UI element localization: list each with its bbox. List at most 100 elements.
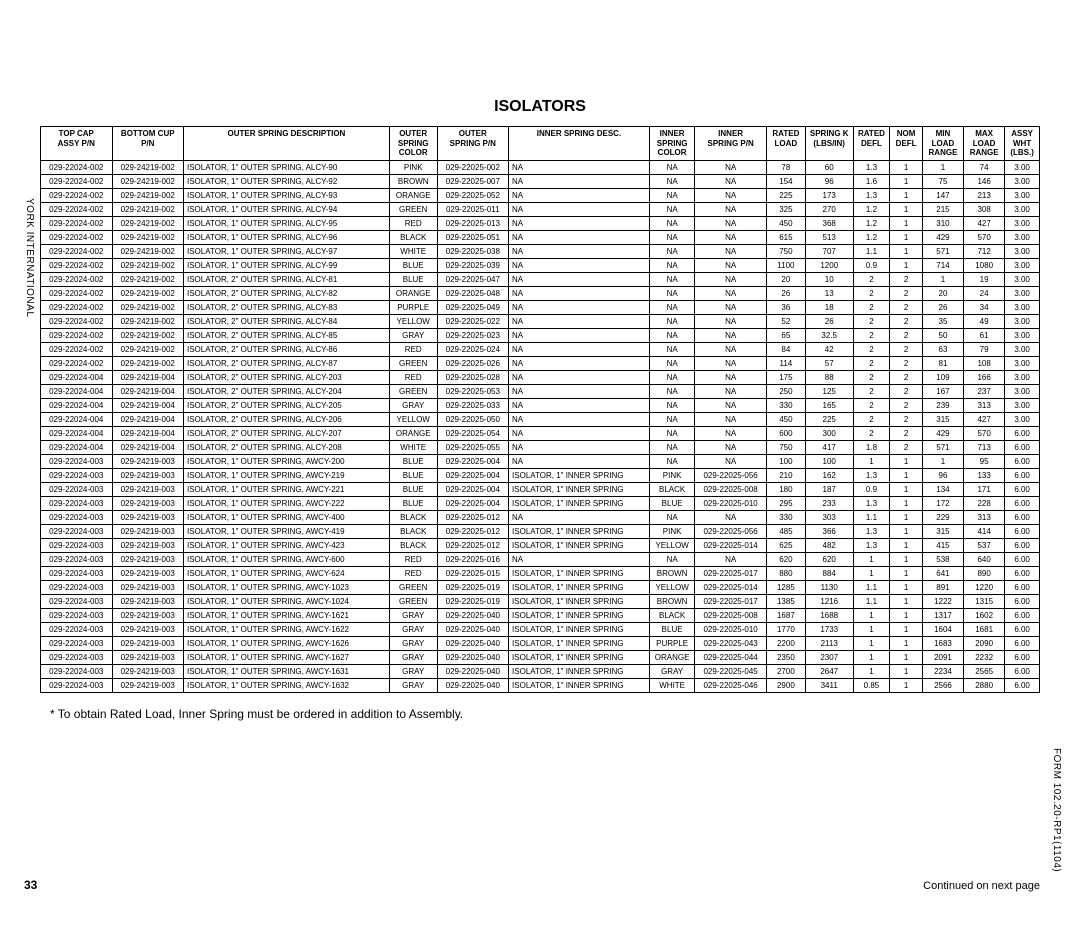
table-row: 029-22024-002029-24219-002ISOLATOR, 1" O… [41,230,1040,244]
table-cell: 029-22024-002 [41,202,113,216]
table-cell: 029-24219-002 [112,216,184,230]
table-cell: 1 [853,664,890,678]
table-cell: 415 [922,538,963,552]
table-cell: 75 [922,174,963,188]
table-cell: NA [649,272,695,286]
table-cell: 2566 [922,678,963,692]
table-cell: 228 [964,496,1005,510]
table-cell: 2 [890,356,923,370]
table-cell: 300 [805,426,853,440]
table-cell: ORANGE [649,650,695,664]
table-cell: BLUE [389,482,437,496]
table-cell: 3.00 [1005,384,1040,398]
table-cell: 1.3 [853,188,890,202]
table-cell: 6.00 [1005,678,1040,692]
table-cell: 310 [922,216,963,230]
table-cell: 1 [853,566,890,580]
table-row: 029-22024-004029-24219-004ISOLATOR, 2" O… [41,370,1040,384]
table-cell: 1 [890,188,923,202]
table-cell: 029-22025-046 [695,678,767,692]
table-row: 029-22024-004029-24219-004ISOLATOR, 2" O… [41,440,1040,454]
table-cell: 6.00 [1005,510,1040,524]
table-cell: 162 [805,468,853,482]
table-cell: 2 [890,384,923,398]
table-cell: 029-22025-048 [437,286,509,300]
table-cell: 108 [964,356,1005,370]
table-cell: NA [695,188,767,202]
table-cell: 6.00 [1005,454,1040,468]
table-cell: RED [389,552,437,566]
table-cell: 029-24219-002 [112,202,184,216]
table-cell: 1 [890,594,923,608]
table-cell: BLUE [389,454,437,468]
table-cell: 029-24219-002 [112,244,184,258]
table-cell: ISOLATOR, 1" OUTER SPRING, ALCY-93 [184,188,390,202]
table-cell: NA [509,230,650,244]
table-cell: 1.1 [853,510,890,524]
table-cell: BLUE [389,258,437,272]
table-cell: 1602 [964,608,1005,622]
table-cell: 029-22025-053 [437,384,509,398]
table-cell: 330 [766,510,805,524]
table-cell: 029-22024-003 [41,496,113,510]
table-cell: 3.00 [1005,286,1040,300]
table-cell: YELLOW [389,412,437,426]
table-cell: 96 [805,174,853,188]
table-cell: ISOLATOR, 1" INNER SPRING [509,580,650,594]
table-cell: NA [649,426,695,440]
table-cell: 325 [766,202,805,216]
table-row: 029-22024-003029-24219-003ISOLATOR, 1" O… [41,650,1040,664]
table-cell: 427 [964,216,1005,230]
table-cell: 029-22024-002 [41,188,113,202]
table-cell: ISOLATOR, 1" INNER SPRING [509,636,650,650]
table-cell: 029-22024-004 [41,370,113,384]
table-cell: 029-22024-002 [41,328,113,342]
table-cell: 2 [853,300,890,314]
table-cell: ISOLATOR, 2" OUTER SPRING, ALCY-204 [184,384,390,398]
table-cell: 1 [890,160,923,174]
table-cell: 641 [922,566,963,580]
table-cell: 233 [805,496,853,510]
table-row: 029-22024-002029-24219-002ISOLATOR, 1" O… [41,188,1040,202]
table-cell: 029-22024-002 [41,230,113,244]
table-cell: NA [695,258,767,272]
table-cell: ISOLATOR, 1" INNER SPRING [509,594,650,608]
table-cell: 029-22025-055 [437,440,509,454]
table-row: 029-22024-002029-24219-002ISOLATOR, 1" O… [41,174,1040,188]
table-cell: NA [649,370,695,384]
table-row: 029-22024-003029-24219-003ISOLATOR, 1" O… [41,552,1040,566]
table-row: 029-22024-003029-24219-003ISOLATOR, 1" O… [41,636,1040,650]
table-cell: 029-22025-014 [695,580,767,594]
table-cell: 19 [964,272,1005,286]
table-cell: 429 [922,230,963,244]
table-cell: 513 [805,230,853,244]
column-header: MAXLOADRANGE [964,127,1005,161]
table-cell: 029-22024-003 [41,650,113,664]
table-cell: 3.00 [1005,174,1040,188]
table-cell: 6.00 [1005,566,1040,580]
table-cell: 029-24219-003 [112,594,184,608]
table-cell: 029-22025-019 [437,594,509,608]
table-cell: YELLOW [389,314,437,328]
table-cell: NA [649,356,695,370]
table-cell: 165 [805,398,853,412]
table-row: 029-22024-003029-24219-003ISOLATOR, 1" O… [41,608,1040,622]
table-cell: ISOLATOR, 1" OUTER SPRING, AWCY-200 [184,454,390,468]
table-cell: ISOLATOR, 2" OUTER SPRING, ALCY-208 [184,440,390,454]
column-header: RATEDLOAD [766,127,805,161]
table-cell: YELLOW [649,580,695,594]
table-cell: GRAY [649,664,695,678]
table-cell: 029-22025-008 [695,608,767,622]
table-cell: 65 [766,328,805,342]
table-cell: 029-24219-002 [112,328,184,342]
table-cell: 2234 [922,664,963,678]
table-cell: ISOLATOR, 2" OUTER SPRING, ALCY-81 [184,272,390,286]
table-cell: ISOLATOR, 2" OUTER SPRING, ALCY-85 [184,328,390,342]
table-cell: 60 [805,160,853,174]
table-cell: 315 [922,412,963,426]
table-cell: ISOLATOR, 1" OUTER SPRING, AWCY-423 [184,538,390,552]
column-header: INNER SPRING DESC. [509,127,650,161]
table-cell: 313 [964,398,1005,412]
table-cell: 029-22024-004 [41,384,113,398]
table-cell: 166 [964,370,1005,384]
